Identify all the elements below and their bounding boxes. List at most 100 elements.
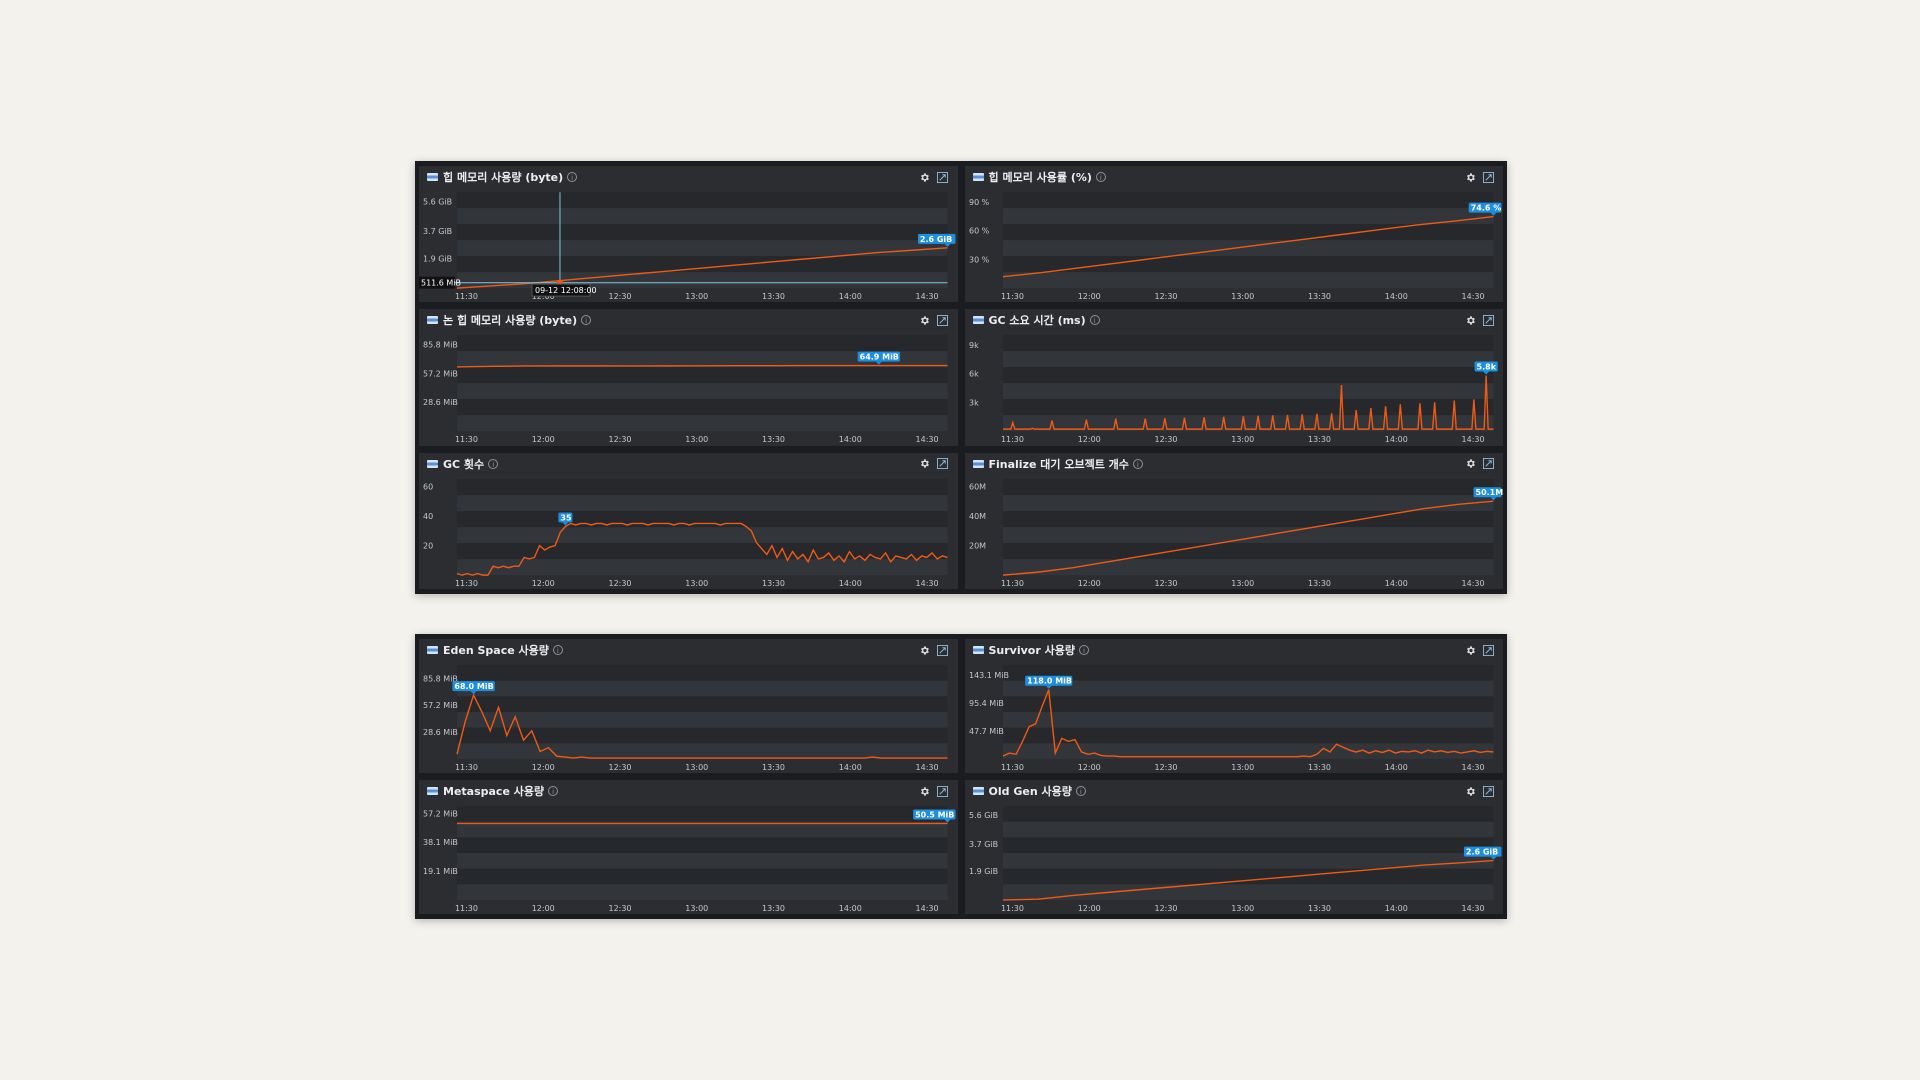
gear-icon[interactable] xyxy=(918,457,932,471)
chart-area[interactable]: 57.2 MiB 38.1 MiB 19.1 MiB 11:30 12:00 12:30 1… xyxy=(419,802,958,914)
gear-icon[interactable] xyxy=(1463,457,1477,471)
grid-band xyxy=(1002,272,1494,289)
info-icon[interactable]: i xyxy=(1132,458,1143,469)
x-tick-label: 14:00 xyxy=(1384,292,1407,301)
value-badge-label: 2.6 GiB xyxy=(920,235,952,244)
gear-icon[interactable] xyxy=(918,170,932,184)
y-tick-label: 85.8 MiB xyxy=(423,674,458,683)
value-badge-label: 74.6 % xyxy=(1470,204,1500,213)
chart-area[interactable]: 60M 40M 20M 11:30 12:00 12:30 13:00 13:30 14:00 1… xyxy=(965,475,1504,589)
cursor-value-label: 511.6 MiB xyxy=(421,279,461,288)
chart-panel-non-heap-bytes: 논 힙 메모리 사용량 (byte) i 85.8 MiB 57.2 MiB 28.… xyxy=(419,309,958,446)
y-tick-label: 57.2 MiB xyxy=(423,809,458,818)
expand-icon[interactable] xyxy=(936,313,950,327)
expand-icon[interactable] xyxy=(1481,457,1495,471)
grid-band xyxy=(1002,208,1494,225)
x-tick-label: 12:30 xyxy=(1154,579,1177,588)
info-icon[interactable]: i xyxy=(567,172,578,182)
expand-icon[interactable] xyxy=(936,784,950,798)
cursor-value-box xyxy=(419,276,455,289)
value-badge xyxy=(1024,675,1072,686)
gear-icon[interactable] xyxy=(1463,784,1477,798)
y-tick-label: 57.2 MiB xyxy=(423,701,458,710)
grid-band xyxy=(1002,415,1494,432)
chart-svg: 60M 40M 20M 11:30 12:00 12:30 13:00 13:30 14:00 1… xyxy=(968,478,1503,588)
grid-band xyxy=(456,272,948,289)
grid-band xyxy=(1002,712,1494,728)
expand-icon[interactable] xyxy=(1481,313,1495,327)
x-tick-label: 12:30 xyxy=(608,763,631,772)
grid-band xyxy=(456,224,948,241)
expand-icon[interactable] xyxy=(1481,784,1495,798)
y-tick-label: 85.8 MiB xyxy=(423,341,458,350)
flag-icon xyxy=(972,787,984,795)
y-tick-label: 5.6 GiB xyxy=(968,811,997,820)
flag-icon xyxy=(972,316,984,325)
expand-icon[interactable] xyxy=(936,643,950,657)
expand-icon[interactable] xyxy=(1481,643,1495,657)
info-icon[interactable]: i xyxy=(488,458,499,469)
x-tick-label: 12:30 xyxy=(1154,763,1177,772)
chart-area[interactable]: 85.8 MiB 57.2 MiB 28.6 MiB 11:30 12:00 12:30 1… xyxy=(419,661,958,773)
grid-band xyxy=(1002,240,1494,257)
gear-icon[interactable] xyxy=(1463,170,1477,184)
expand-icon[interactable] xyxy=(936,170,950,184)
grid-band xyxy=(456,727,948,744)
gear-icon[interactable] xyxy=(1463,643,1477,657)
grid-band xyxy=(456,868,948,885)
chart-area[interactable]: 9k 6k 3k 11:30 12:00 12:30 13:00 13:30 14:00 14:3… xyxy=(965,331,1504,445)
x-tick-label: 13:30 xyxy=(762,904,785,913)
chart-area[interactable]: 143.1 MiB 95.4 MiB 47.7 MiB 11:30 12:00 12:30… xyxy=(965,661,1504,773)
grid-band xyxy=(456,665,948,681)
chart-area[interactable]: 90 % 60 % 30 % 11:30 12:00 12:30 13:00 13:30 14:… xyxy=(965,188,1504,302)
x-tick-label: 14:30 xyxy=(916,435,939,444)
x-tick-label: 13:30 xyxy=(762,292,785,301)
grid-band xyxy=(1002,224,1494,241)
gear-icon[interactable] xyxy=(918,784,932,798)
info-icon[interactable]: i xyxy=(1078,645,1089,655)
x-tick-label: 13:00 xyxy=(685,579,708,588)
panel-title: 힙 메모리 사용량 (byte) xyxy=(443,171,564,184)
y-tick-label: 60 % xyxy=(968,227,989,236)
y-tick-label: 19.1 MiB xyxy=(423,867,458,876)
y-tick-label: 57.2 MiB xyxy=(423,370,458,379)
panel-header: Metaspace 사용량 i xyxy=(419,780,958,802)
x-tick-label: 13:30 xyxy=(762,579,785,588)
x-tick-label: 12:00 xyxy=(1077,763,1100,772)
grid-band xyxy=(1002,680,1494,697)
info-icon[interactable]: i xyxy=(552,645,563,655)
info-icon[interactable]: i xyxy=(1095,172,1106,182)
value-badge-pointer xyxy=(1490,856,1497,860)
value-badge-label: 5.8k xyxy=(1476,363,1496,372)
series-line xyxy=(1002,500,1494,576)
chart-area[interactable]: 60 40 20 11:30 12:00 12:30 13:00 13:30 14:00 14:3… xyxy=(419,475,958,589)
grid-band xyxy=(456,743,948,759)
gear-icon[interactable] xyxy=(918,643,932,657)
value-badge-pointer xyxy=(562,522,569,526)
flag-icon xyxy=(427,459,438,468)
expand-icon[interactable] xyxy=(1481,170,1495,184)
dashboard-bottom-board: Eden Space 사용량 i 85.8 MiB 57.2 MiB 28.6 Mi… xyxy=(415,634,1507,919)
x-tick-label: 14:30 xyxy=(1461,904,1484,913)
panel-title: GC 횟수 xyxy=(443,457,485,471)
chart-svg: 85.8 MiB 57.2 MiB 28.6 MiB 11:30 12:00 12:30 1… xyxy=(423,335,948,444)
info-icon[interactable]: i xyxy=(548,786,559,796)
info-icon[interactable]: i xyxy=(1089,315,1100,326)
value-badge-pointer xyxy=(1045,685,1052,689)
grid-band xyxy=(1002,526,1494,543)
chart-area[interactable]: 85.8 MiB 57.2 MiB 28.6 MiB 11:30 12:00 12:30 1… xyxy=(419,331,958,445)
x-tick-label: 13:00 xyxy=(685,904,708,913)
y-tick-label: 5.6 GiB xyxy=(423,197,452,206)
gear-icon[interactable] xyxy=(918,313,932,327)
flag-icon xyxy=(427,787,438,795)
x-tick-label: 14:00 xyxy=(839,904,862,913)
info-icon[interactable]: i xyxy=(1075,786,1086,796)
info-icon[interactable]: i xyxy=(581,315,592,326)
y-tick-label: 3.7 GiB xyxy=(968,840,997,849)
gear-icon[interactable] xyxy=(1463,313,1477,327)
expand-icon[interactable] xyxy=(936,457,950,471)
grid-band xyxy=(1002,696,1494,713)
chart-panel-gc-count: GC 횟수 i 60 40 20 11:30 12:00 12:30 13:00 13:30 1… xyxy=(419,452,958,589)
